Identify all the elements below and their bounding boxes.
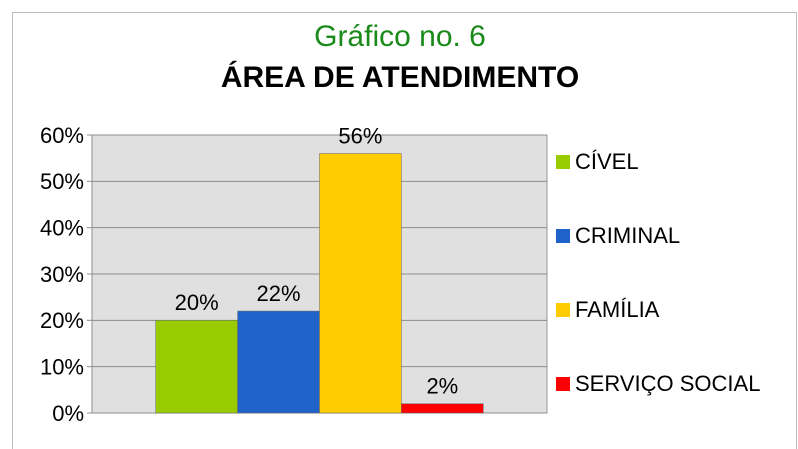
chart-subtitle: ÁREA DE ATENDIMENTO	[221, 60, 579, 94]
bar	[155, 320, 238, 414]
data-label: 22%	[257, 281, 301, 306]
y-tick-label: 60%	[40, 123, 84, 148]
legend-swatch	[556, 229, 570, 243]
data-label: 20%	[175, 290, 219, 315]
legend-swatch	[556, 377, 570, 391]
bar	[401, 403, 484, 414]
y-tick-label: 50%	[40, 169, 84, 194]
legend-label: FAMÍLIA	[575, 297, 660, 322]
legend-label: SERVIÇO SOCIAL	[575, 371, 760, 396]
chart-frame	[12, 12, 797, 449]
y-tick-label: 20%	[40, 308, 84, 333]
bar	[319, 153, 402, 414]
data-label: 2%	[426, 374, 458, 399]
chart-title: Gráfico no. 6	[314, 20, 486, 53]
y-tick-label: 10%	[40, 354, 84, 379]
y-tick-label: 0%	[52, 401, 84, 426]
bar	[237, 310, 320, 414]
legend-swatch	[556, 155, 570, 169]
y-tick-label: 40%	[40, 215, 84, 240]
legend-label: CÍVEL	[575, 149, 639, 174]
legend-label: CRIMINAL	[575, 223, 680, 248]
legend-swatch	[556, 303, 570, 317]
y-tick-label: 30%	[40, 262, 84, 287]
data-label: 56%	[338, 123, 382, 148]
